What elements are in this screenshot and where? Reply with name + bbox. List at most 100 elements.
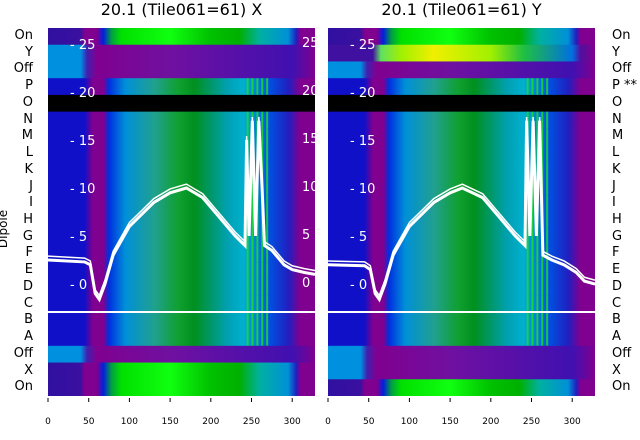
green-stripe xyxy=(541,329,544,346)
x-tick-label: 50 xyxy=(363,417,375,427)
green-stripe xyxy=(251,228,254,246)
row-label: N xyxy=(23,111,33,127)
green-stripe xyxy=(246,312,249,330)
green-stripe xyxy=(526,312,529,330)
green-stripe xyxy=(251,178,254,196)
row-label: E xyxy=(24,262,33,278)
green-stripe xyxy=(256,78,259,95)
row-label: D xyxy=(612,278,623,294)
green-stripe xyxy=(546,312,549,330)
row-label: K xyxy=(24,161,33,177)
x-tick-label: 250 xyxy=(243,417,260,427)
heatmap-row-off xyxy=(48,61,315,79)
x-tick-label: 200 xyxy=(202,417,219,427)
green-stripe xyxy=(246,128,249,146)
heatmap-row-k xyxy=(48,161,315,180)
green-stripe xyxy=(266,128,269,146)
heatmap-row-h xyxy=(328,212,595,230)
green-stripe xyxy=(246,329,249,346)
green-stripe xyxy=(531,329,534,346)
right-panel-title: 20.1 (Tile061=61) Y xyxy=(381,0,542,19)
row-label: A xyxy=(24,329,33,345)
overlay-tick-label: - 25 xyxy=(70,38,95,53)
green-stripe xyxy=(531,78,534,95)
heatmap-row-n xyxy=(48,111,315,129)
heatmap-row-b xyxy=(48,312,315,330)
row-label: Y xyxy=(612,44,620,60)
row-label: B xyxy=(612,312,621,328)
green-stripe xyxy=(531,212,534,229)
heatmap-row-k xyxy=(328,161,595,180)
green-stripe xyxy=(546,228,549,246)
row-label: H xyxy=(612,212,622,227)
heatmap-row-a xyxy=(48,329,315,347)
green-stripe xyxy=(266,245,269,263)
green-stripe xyxy=(531,262,534,279)
x-tick-label: 150 xyxy=(442,417,459,427)
green-stripe xyxy=(246,295,249,313)
green-stripe xyxy=(526,295,529,313)
green-stripe xyxy=(531,228,534,246)
green-stripe xyxy=(256,278,259,296)
green-stripe xyxy=(266,195,269,212)
x-tick-label: 200 xyxy=(482,417,499,427)
heatmap-row-b xyxy=(328,312,595,330)
green-stripe xyxy=(526,228,529,246)
heatmap-row-i xyxy=(328,195,595,213)
green-stripe xyxy=(546,161,549,179)
row-label: M xyxy=(21,128,33,144)
green-stripe xyxy=(256,312,259,330)
heatmap-row-off xyxy=(328,61,595,79)
overlay-curve xyxy=(48,116,315,298)
row-label: Y xyxy=(25,44,33,60)
green-stripe xyxy=(251,278,254,296)
row-label: G xyxy=(612,228,623,244)
green-stripe xyxy=(246,78,249,95)
green-stripe xyxy=(256,111,259,129)
row-label: C xyxy=(23,295,33,311)
green-stripe xyxy=(526,262,529,279)
green-stripe xyxy=(266,145,269,162)
clipped-tick-label: 10 xyxy=(302,180,315,195)
green-stripe xyxy=(541,128,544,146)
green-stripe xyxy=(251,312,254,330)
heatmap-row-g xyxy=(328,228,595,246)
y-axis-label: Dipole xyxy=(0,209,11,249)
green-stripe xyxy=(546,212,549,229)
row-label: A xyxy=(612,329,621,345)
heatmap-row-n xyxy=(328,111,595,129)
row-label: On xyxy=(14,28,33,43)
green-stripe xyxy=(251,195,254,212)
green-stripe xyxy=(261,145,264,162)
green-stripe xyxy=(546,278,549,296)
green-stripe xyxy=(546,128,549,146)
green-stripe xyxy=(266,312,269,330)
heatmap-row-x xyxy=(48,362,315,380)
green-stripe xyxy=(531,278,534,296)
row-label: X xyxy=(612,362,621,378)
overlay-tick-label: - 15 xyxy=(70,134,95,149)
row-label: O xyxy=(612,94,623,110)
green-stripe xyxy=(251,78,254,95)
green-stripe xyxy=(256,228,259,246)
green-stripe xyxy=(256,295,259,313)
green-stripe xyxy=(546,78,549,95)
green-stripe xyxy=(536,312,539,330)
row-label: P xyxy=(25,78,33,94)
green-stripe xyxy=(266,178,269,196)
green-stripe xyxy=(541,295,544,313)
green-stripe xyxy=(526,245,529,263)
green-stripe xyxy=(256,329,259,346)
row-label: Off xyxy=(612,61,632,77)
green-stripe xyxy=(261,128,264,146)
heatmap-row-off xyxy=(328,345,595,364)
row-label: J xyxy=(29,178,33,194)
clipped-tick-label: 15 xyxy=(302,132,315,147)
green-stripe xyxy=(246,111,249,129)
green-stripe xyxy=(531,245,534,263)
overlay-curve xyxy=(328,120,595,303)
row-label: C xyxy=(612,295,622,311)
row-label: P ** xyxy=(612,78,637,94)
overlay-tick-label: - 5 xyxy=(70,230,87,245)
green-stripe xyxy=(251,212,254,229)
